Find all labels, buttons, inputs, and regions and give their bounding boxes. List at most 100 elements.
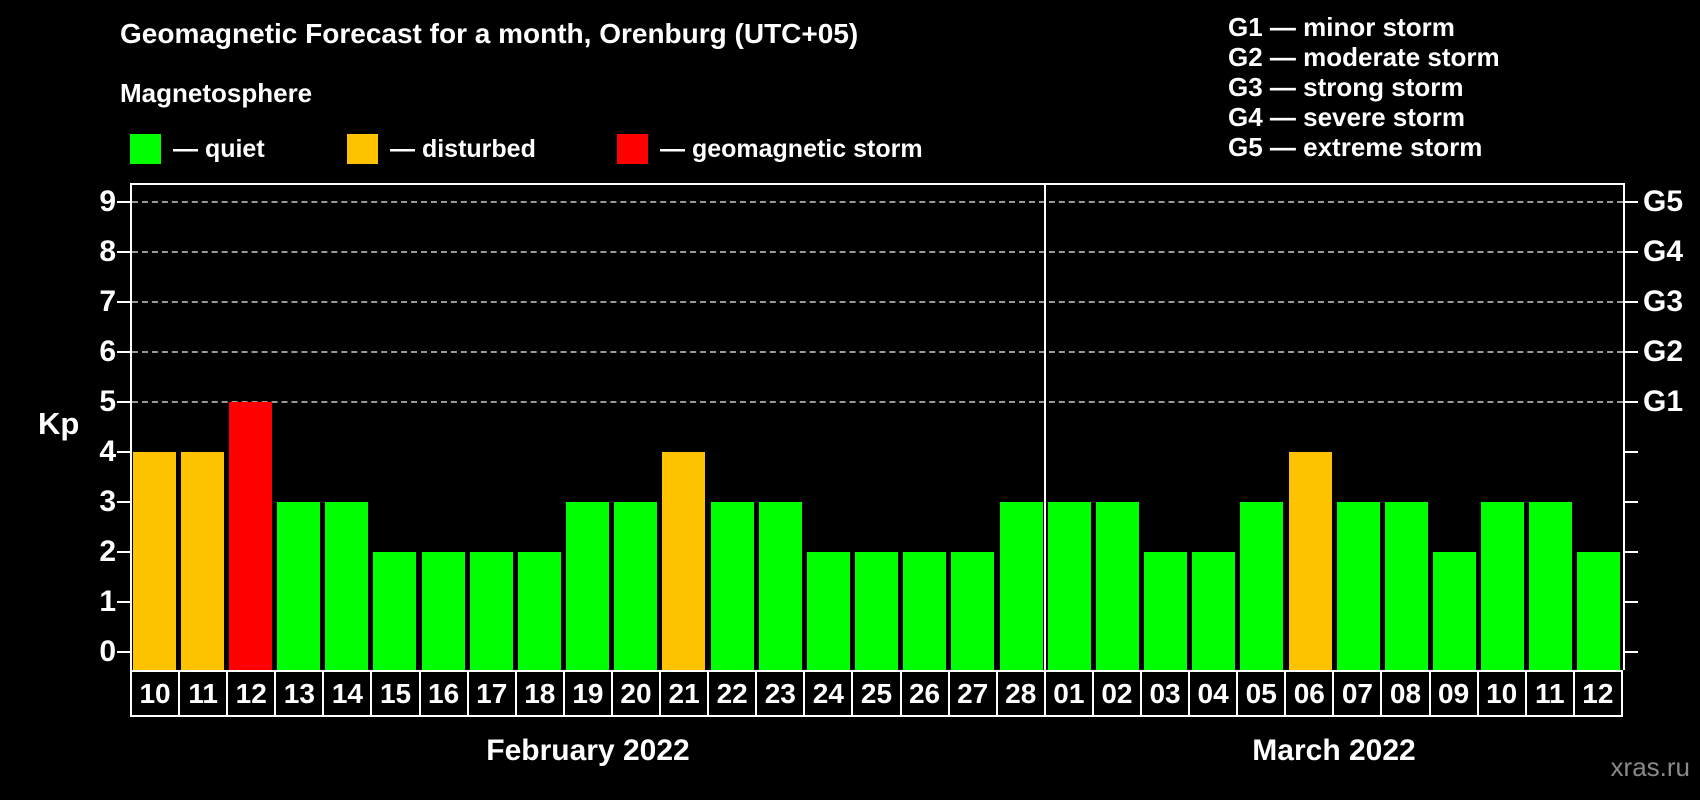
date-cell-mar-07: 07 (1332, 670, 1383, 717)
kp-bar-feb-15 (373, 552, 417, 670)
date-cell-feb-12: 12 (226, 670, 277, 717)
gridline-kp7 (132, 301, 1623, 303)
y-tick-label-7: 7 (99, 285, 116, 318)
gridline-kp8 (132, 251, 1623, 253)
y-tick-right-5 (1625, 401, 1638, 403)
date-cell-feb-28: 28 (995, 670, 1046, 717)
storm-scale-item-3: G3 — strong storm (1228, 72, 1464, 102)
g-tick-label-G4: G4 (1643, 235, 1684, 268)
kp-bar-feb-16 (421, 552, 465, 670)
kp-bar-feb-23 (758, 502, 802, 670)
date-cell-feb-24: 24 (803, 670, 854, 717)
y-tick-label-2: 2 (99, 535, 116, 568)
y-tick-right-7 (1625, 301, 1638, 303)
y-tick-label-1: 1 (99, 585, 116, 618)
legend-item-quiet: — quiet (130, 133, 265, 165)
plot-right-border (1623, 183, 1625, 670)
legend-swatch-storm (617, 134, 648, 164)
kp-bar-mar-09 (1432, 552, 1476, 670)
month-label-february: February 2022 (486, 734, 690, 767)
y-tick-left-0 (117, 651, 130, 653)
kp-bar-mar-01 (1047, 502, 1091, 670)
legend-label-disturbed: — disturbed (390, 134, 536, 163)
date-cell-mar-12: 12 (1572, 670, 1623, 717)
legend-label-quiet: — quiet (173, 134, 265, 163)
y-tick-left-3 (117, 501, 130, 503)
y-tick-right-3 (1625, 501, 1638, 503)
gridline-kp9 (132, 201, 1623, 203)
kp-bar-feb-25 (855, 552, 898, 670)
y-tick-left-4 (117, 451, 130, 453)
storm-scale-item-5: G5 — extreme storm (1228, 132, 1483, 162)
storm-scale-item-2: G2 — moderate storm (1228, 42, 1500, 72)
y-tick-left-6 (117, 351, 130, 353)
y-tick-label-8: 8 (99, 235, 116, 268)
y-tick-label-0: 0 (99, 635, 116, 668)
date-cell-mar-10: 10 (1476, 670, 1527, 717)
chart-title: Geomagnetic Forecast for a month, Orenbu… (120, 18, 859, 49)
y-tick-right-8 (1625, 251, 1638, 253)
g-tick-label-G1: G1 (1643, 385, 1684, 418)
kp-bar-mar-05 (1240, 502, 1284, 670)
kp-bar-feb-24 (806, 552, 850, 670)
date-axis: 10 11 12 13 14 15 16 17 18 19 20 21 22 23 24 25 26 27 28 01… (130, 670, 1623, 717)
y-axis-label-kp: Kp (38, 406, 80, 441)
kp-bar-feb-13 (277, 502, 321, 670)
gridline-kp5 (132, 401, 1623, 403)
date-cell-feb-25: 25 (851, 670, 902, 717)
plot-top-border (130, 183, 1625, 185)
kp-bar-mar-12 (1577, 552, 1621, 670)
date-cell-feb-13: 13 (274, 670, 325, 717)
month-separator-line (1044, 185, 1047, 670)
y-tick-left-5 (117, 401, 130, 403)
storm-scale-legend: G1 — minor storm G2 — moderate storm G3 — … (1228, 12, 1500, 162)
legend-label-storm: — geomagnetic storm (660, 134, 923, 163)
y-tick-left-9 (117, 201, 130, 203)
kp-bar-feb-17 (469, 552, 513, 670)
date-cell-feb-15: 15 (370, 670, 421, 717)
y-tick-left-2 (117, 551, 130, 553)
date-cell-feb-20: 20 (610, 670, 662, 717)
date-cell-mar-02: 02 (1091, 670, 1142, 717)
kp-bar-feb-19 (566, 502, 609, 670)
kp-bar-feb-20 (614, 502, 658, 670)
kp-bar-feb-11 (180, 452, 224, 670)
date-cell-feb-16: 16 (418, 670, 469, 717)
kp-bar-mar-11 (1529, 502, 1573, 670)
y-tick-right-9 (1625, 201, 1638, 203)
kp-bar-feb-22 (710, 502, 754, 670)
y-tick-label-5: 5 (99, 385, 116, 418)
kp-bar-mar-03 (1144, 552, 1187, 670)
date-cell-mar-04: 04 (1188, 670, 1239, 717)
kp-bar-feb-21 (662, 452, 706, 670)
kp-bar-feb-28 (999, 502, 1043, 670)
date-cell-feb-22: 22 (707, 670, 758, 717)
date-cell-mar-01: 01 (1043, 670, 1094, 717)
date-cell-mar-06: 06 (1284, 670, 1335, 717)
y-tick-right-0 (1625, 651, 1638, 653)
date-cell-mar-09: 09 (1428, 670, 1479, 717)
kp-bar-feb-26 (903, 552, 947, 670)
gridline-kp6 (132, 351, 1623, 353)
kp-bar-feb-14 (325, 502, 369, 670)
y-tick-label-3: 3 (99, 485, 116, 518)
legend-swatch-disturbed (347, 134, 378, 164)
legend-item-disturbed: — disturbed (347, 133, 536, 165)
date-cell-feb-14: 14 (322, 670, 373, 717)
plot-left-border (130, 183, 132, 670)
kp-bar-mar-04 (1192, 552, 1236, 670)
y-tick-right-1 (1625, 601, 1638, 603)
g-tick-label-G2: G2 (1643, 335, 1684, 368)
legend-swatch-quiet (130, 134, 161, 164)
y-tick-right-4 (1625, 451, 1638, 453)
y-tick-right-6 (1625, 351, 1638, 353)
g-tick-label-G5: G5 (1643, 185, 1684, 218)
month-label-march: March 2022 (1252, 734, 1416, 767)
date-cell-mar-03: 03 (1139, 670, 1191, 717)
y-tick-label-9: 9 (99, 185, 116, 218)
legend-item-storm: — geomagnetic storm (617, 133, 923, 165)
storm-scale-item-1: G1 — minor storm (1228, 12, 1455, 42)
date-cell-feb-23: 23 (755, 670, 806, 717)
date-cell-feb-21: 21 (659, 670, 710, 717)
kp-bar-feb-10 (132, 452, 176, 670)
